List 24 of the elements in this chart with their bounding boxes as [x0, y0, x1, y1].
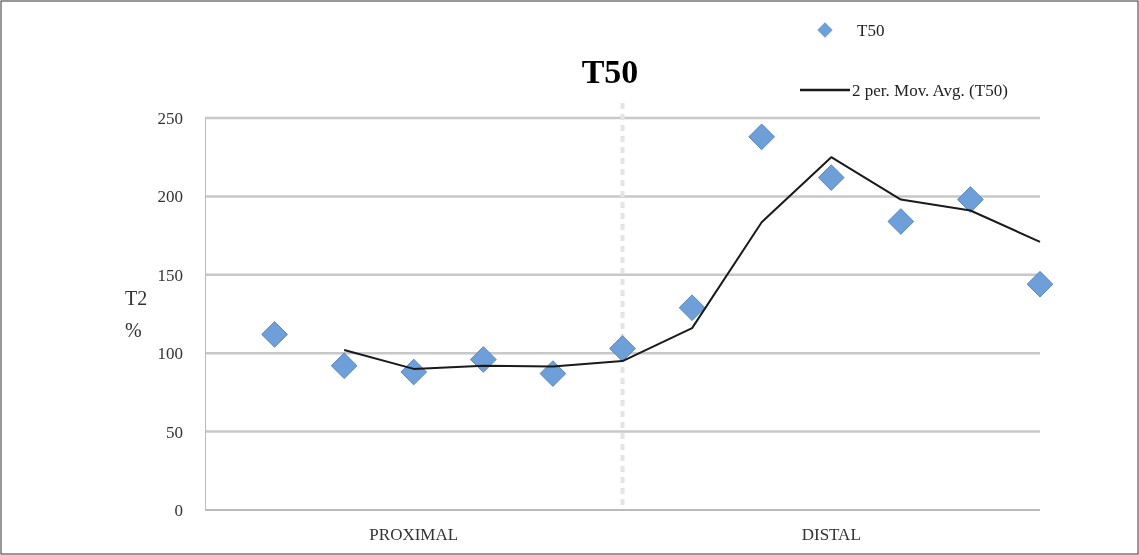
- point: [748, 123, 775, 151]
- y-tick-label: 50: [166, 422, 183, 442]
- point: [887, 208, 915, 235]
- text: DISTAL: [801, 525, 861, 544]
- point: [1026, 270, 1054, 298]
- y-axis-title: T2 %: [125, 287, 148, 341]
- point: [539, 360, 567, 387]
- y-tick-label: 150: [157, 265, 183, 285]
- point: [609, 335, 636, 362]
- point: [678, 294, 706, 322]
- chart-title: T50: [581, 53, 639, 90]
- point: [261, 321, 288, 348]
- y-tick-label: 0: [174, 500, 183, 520]
- text: PROXIMAL: [369, 525, 459, 544]
- y-tick-label: 100: [157, 344, 183, 364]
- point: [957, 186, 984, 213]
- y-tick-label: 250: [157, 108, 183, 128]
- legend-label: 2 per. Mov. Avg. (T50): [852, 81, 1008, 100]
- point: [470, 346, 497, 373]
- point: [817, 164, 845, 191]
- y-tick-label: 200: [157, 187, 183, 207]
- point: [330, 352, 358, 380]
- legend-label: T50: [857, 21, 885, 40]
- point: [400, 358, 428, 386]
